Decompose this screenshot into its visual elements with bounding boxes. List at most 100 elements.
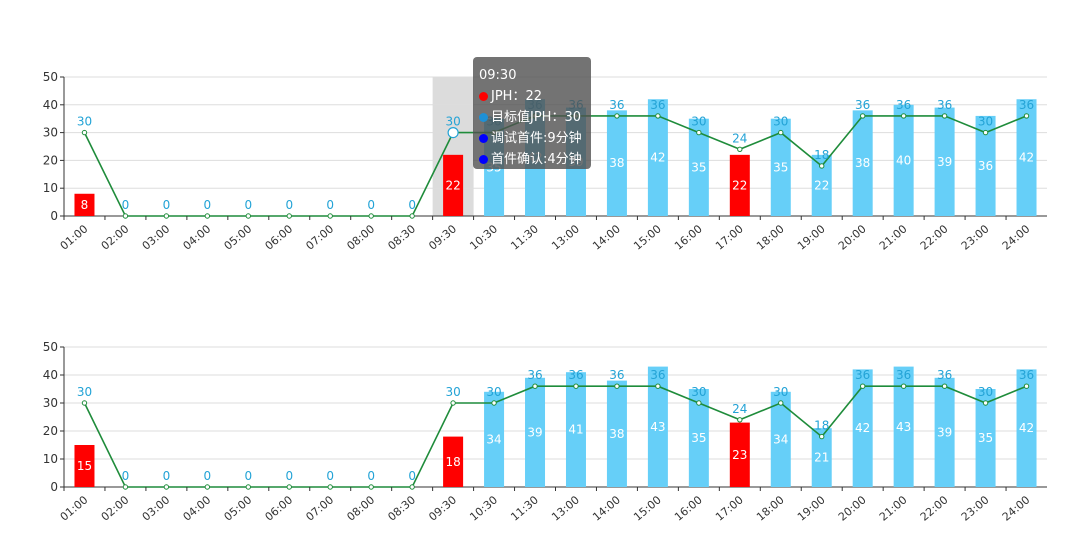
target-value-label: 36 xyxy=(896,98,911,112)
x-tick-label: 20:00 xyxy=(836,493,869,523)
target-point xyxy=(655,113,661,119)
tooltip-dot-debug xyxy=(479,134,488,143)
bar-23:00 xyxy=(975,115,996,216)
target-point xyxy=(122,213,129,219)
bar-value-label: 43 xyxy=(650,420,665,434)
bar-value-label: 22 xyxy=(732,178,747,192)
x-tick-label: 16:00 xyxy=(672,222,705,252)
bar-22:00 xyxy=(934,107,955,216)
bar-14:00 xyxy=(606,380,627,487)
target-value-label: 0 xyxy=(163,469,171,483)
target-point xyxy=(450,400,456,406)
y-tick-label: 10 xyxy=(43,452,58,466)
x-tick-label: 03:00 xyxy=(140,493,173,523)
bar-18:00 xyxy=(770,391,791,487)
target-value-label: 0 xyxy=(122,198,130,212)
x-tick-label: 07:00 xyxy=(304,222,337,252)
target-point xyxy=(778,400,784,406)
target-point xyxy=(327,213,333,219)
bar-09:30 xyxy=(443,154,464,216)
y-tick-label: 30 xyxy=(43,126,58,140)
x-tick-label: 15:00 xyxy=(631,493,664,523)
target-point xyxy=(1023,383,1030,389)
x-tick-label: 23:00 xyxy=(959,222,992,252)
target-value-label: 30 xyxy=(978,385,993,399)
tooltip-dot-jph xyxy=(479,92,488,101)
x-tick-label: 23:00 xyxy=(959,493,992,523)
target-point xyxy=(737,146,743,152)
bar-16:00 xyxy=(688,389,709,487)
bar-value-label: 40 xyxy=(896,153,911,167)
target-point xyxy=(614,383,620,389)
target-value-label: 18 xyxy=(814,148,829,162)
bar-19:00 xyxy=(811,154,832,216)
x-tick-label: 03:00 xyxy=(140,222,173,252)
bar-value-label: 35 xyxy=(978,431,993,445)
target-value-label: 0 xyxy=(408,198,416,212)
x-tick-label: 21:00 xyxy=(877,493,910,523)
target-value-label: 0 xyxy=(326,469,334,483)
target-point xyxy=(163,213,170,219)
target-value-label: 36 xyxy=(650,368,665,382)
bar-23:00 xyxy=(975,389,996,487)
x-tick-label: 24:00 xyxy=(1000,493,1033,523)
bar-value-label: 21 xyxy=(814,451,829,465)
bar-value-label: 41 xyxy=(568,423,583,437)
target-value-label: 30 xyxy=(445,115,460,129)
x-tick-label: 04:00 xyxy=(181,222,214,252)
x-tick-label: 16:00 xyxy=(672,493,705,523)
target-point xyxy=(655,383,661,389)
tooltip-label-confirm: 首件确认:4分钟 xyxy=(491,152,582,167)
target-point xyxy=(447,127,459,139)
target-point xyxy=(245,484,252,490)
x-tick-label: 08:30 xyxy=(385,493,418,523)
bar-19:00 xyxy=(811,428,832,487)
target-point xyxy=(327,484,333,490)
target-value-label: 24 xyxy=(732,131,747,145)
x-tick-label: 09:30 xyxy=(426,493,459,523)
x-tick-label: 15:00 xyxy=(631,222,664,252)
tooltip-title: 09:30 xyxy=(479,68,517,83)
bar-value-label: 38 xyxy=(609,156,624,170)
bar-17:00 xyxy=(729,154,750,216)
bar-value-label: 35 xyxy=(691,160,706,174)
x-tick-label: 04:00 xyxy=(181,493,214,523)
target-value-label: 0 xyxy=(244,469,252,483)
y-tick-label: 20 xyxy=(43,424,58,438)
bar-15:00 xyxy=(647,99,668,216)
target-line xyxy=(83,385,1027,488)
y-tick-label: 30 xyxy=(43,396,58,410)
target-value-label: 0 xyxy=(408,469,416,483)
bar-value-label: 35 xyxy=(773,160,788,174)
bar-24:00 xyxy=(1016,369,1037,487)
bar-10:30 xyxy=(484,391,505,487)
target-value-label: 0 xyxy=(204,469,212,483)
target-value-label: 36 xyxy=(896,368,911,382)
x-tick-label: 24:00 xyxy=(1000,222,1033,252)
target-point xyxy=(900,113,907,119)
x-tick-label: 05:00 xyxy=(222,493,255,523)
y-tick-label: 0 xyxy=(50,209,58,223)
target-value-label: 0 xyxy=(204,198,212,212)
target-point xyxy=(859,113,866,119)
target-point xyxy=(573,383,579,389)
target-point xyxy=(982,400,989,406)
x-tick-label: 09:30 xyxy=(426,222,459,252)
target-point xyxy=(819,433,825,440)
y-tick-label: 20 xyxy=(43,153,58,167)
target-value-label: 0 xyxy=(163,198,171,212)
bar-value-label: 42 xyxy=(650,151,665,165)
bar-20:00 xyxy=(852,369,873,487)
target-value-label: 30 xyxy=(445,385,460,399)
bar-13:00 xyxy=(565,372,586,487)
bar-value-label: 22 xyxy=(814,178,829,192)
tooltip-label-target: 目标值JPH：30 xyxy=(491,110,581,125)
tooltip-dot-target xyxy=(479,113,488,122)
target-value-label: 0 xyxy=(367,198,375,212)
target-value-label: 36 xyxy=(527,368,542,382)
x-tick-label: 14:00 xyxy=(590,493,623,523)
x-tick-label: 19:00 xyxy=(795,222,828,252)
target-point xyxy=(614,113,620,119)
tooltip-row-debug: 调试首件:9分钟 xyxy=(479,128,585,149)
